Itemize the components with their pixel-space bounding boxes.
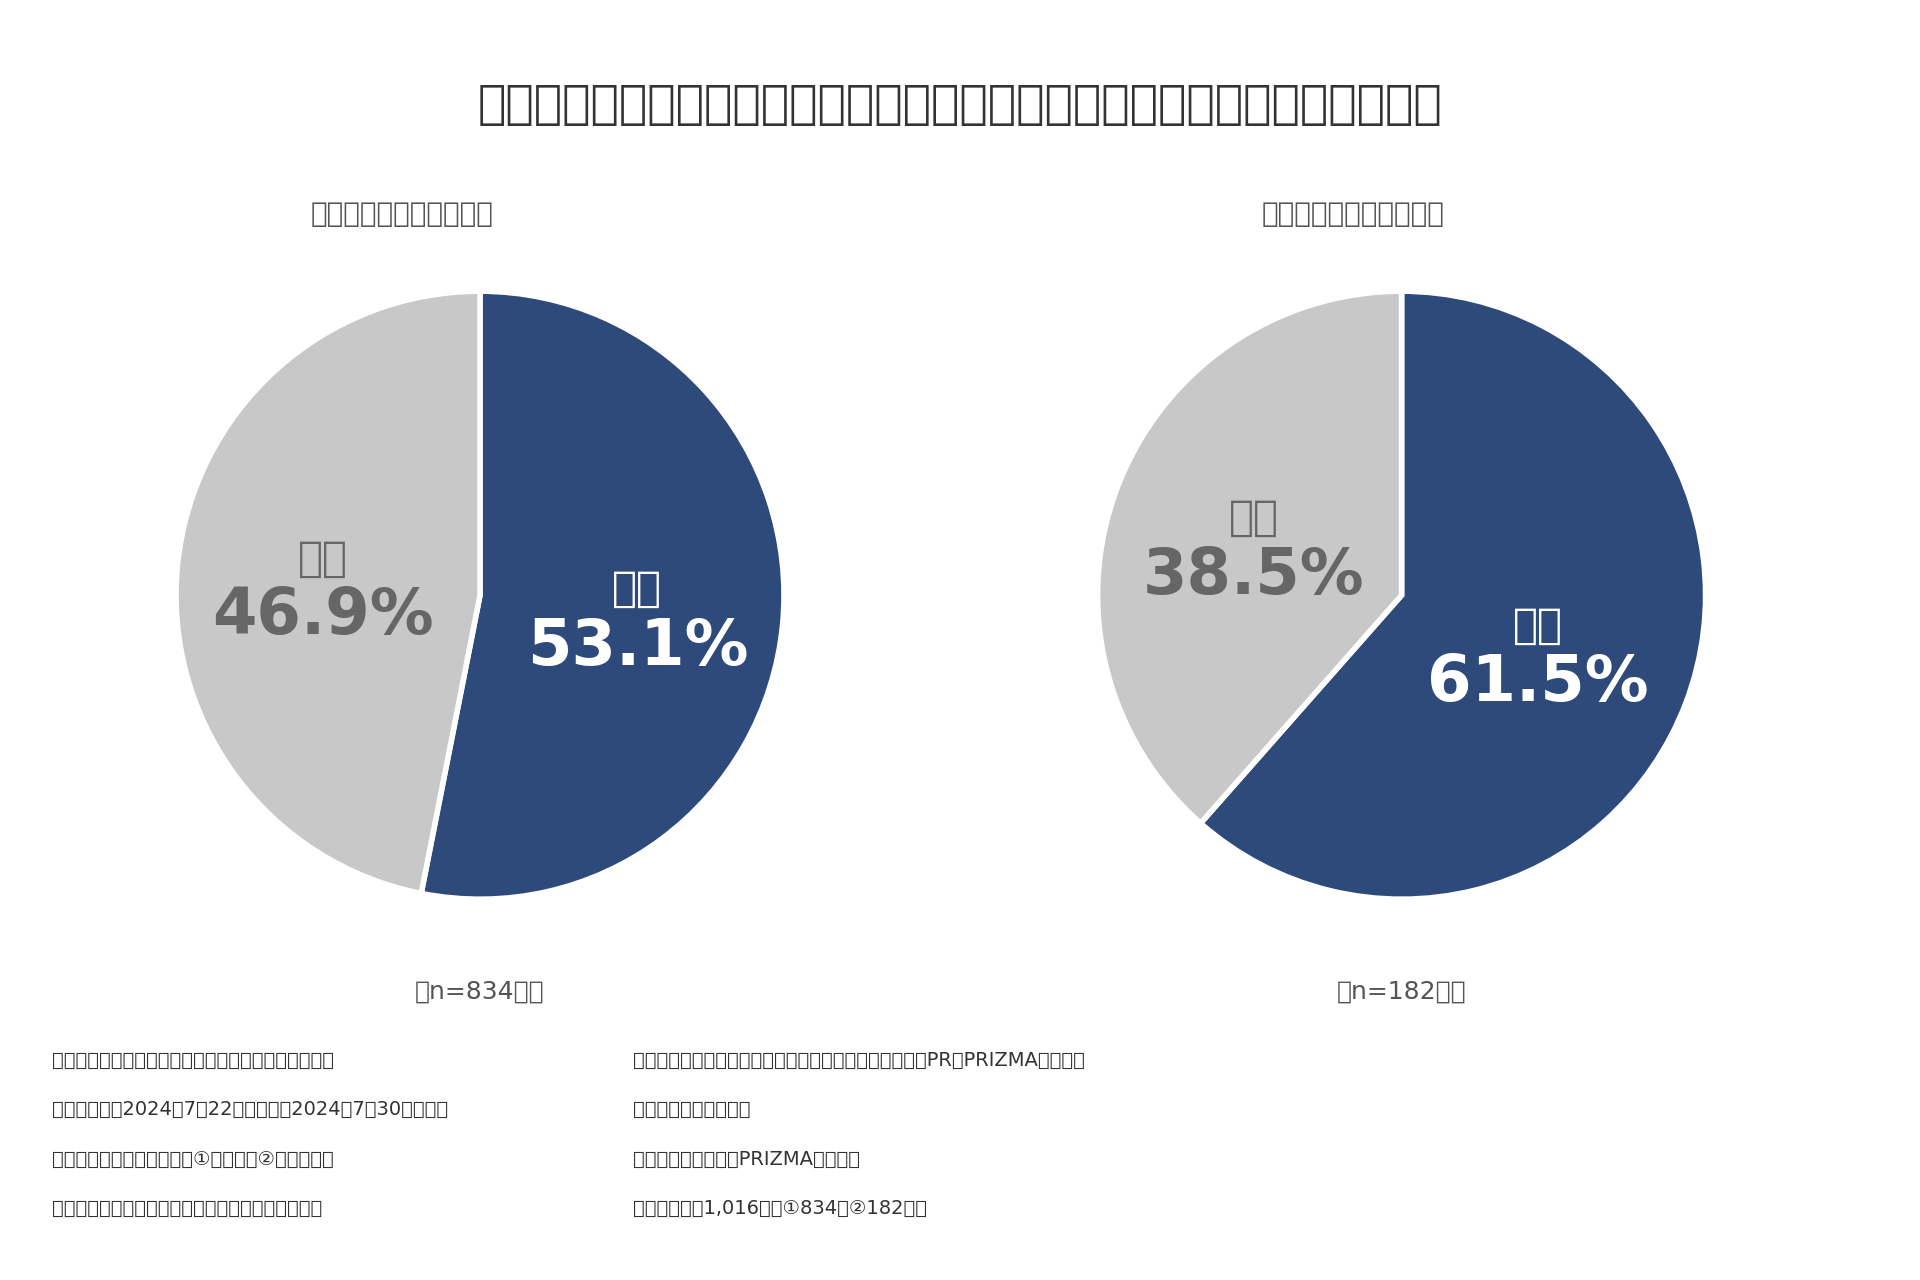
- Text: 《調査概要：「果物とオーラルケア」に関する調査》: 《調査概要：「果物とオーラルケア」に関する調査》: [52, 1051, 334, 1070]
- Text: 53.1%: 53.1%: [526, 616, 749, 678]
- Text: ある: ある: [612, 568, 662, 611]
- Text: ・モニター提供元：PRIZMAリサーチ: ・モニター提供元：PRIZMAリサーチ: [634, 1149, 860, 1169]
- Text: （n=182人）: （n=182人）: [1336, 980, 1467, 1004]
- Text: 46.9%: 46.9%: [211, 585, 434, 648]
- Text: フルーツやワインの摂取後、歯のために取り組んでいるケアはありますか？: フルーツやワインの摂取後、歯のために取り組んでいるケアはありますか？: [478, 83, 1442, 128]
- Text: 38.5%: 38.5%: [1142, 545, 1365, 607]
- Text: ー東京在住の方が回答ー: ー東京在住の方が回答ー: [311, 201, 493, 228]
- Text: ある: ある: [1229, 497, 1279, 539]
- Text: ホワイトニング経験者であると回答したモニター: ホワイトニング経験者であると回答したモニター: [52, 1198, 323, 1217]
- Text: （n=834人）: （n=834人）: [415, 980, 545, 1004]
- Text: ー山梨在住の方が回答ー: ー山梨在住の方が回答ー: [1261, 201, 1444, 228]
- Wedge shape: [1098, 291, 1402, 823]
- Text: ・調査対象：調査回答時に①東京在住②山梨在住の: ・調査対象：調査回答時に①東京在住②山梨在住の: [52, 1149, 334, 1169]
- Wedge shape: [177, 292, 480, 893]
- Wedge shape: [420, 292, 783, 899]
- Text: ・調査方法：リンクアンドパートナーズが提供する調査PR「PRIZMA」による: ・調査方法：リンクアンドパートナーズが提供する調査PR「PRIZMA」による: [634, 1051, 1085, 1070]
- Text: インターネット調査: インターネット調査: [634, 1101, 751, 1119]
- Wedge shape: [1200, 292, 1705, 899]
- Text: 61.5%: 61.5%: [1427, 653, 1649, 714]
- Text: ない: ない: [1513, 604, 1563, 646]
- Text: ・調査期間：2024年7月22日（月）〜2024年7月30日（火）: ・調査期間：2024年7月22日（月）〜2024年7月30日（火）: [52, 1101, 449, 1119]
- Text: ない: ない: [298, 538, 348, 580]
- Text: ・調査人数：1,016人（①834人②182人）: ・調査人数：1,016人（①834人②182人）: [634, 1198, 927, 1217]
